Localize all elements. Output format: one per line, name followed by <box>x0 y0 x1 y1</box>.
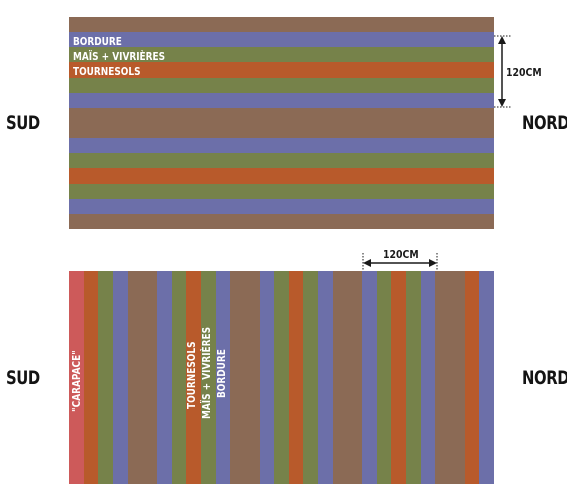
band-bordure <box>362 271 377 484</box>
band-mais <box>201 271 216 484</box>
band-bordure <box>260 271 274 484</box>
dimension-label-bottom: 120CM <box>383 248 419 261</box>
band-bordure <box>69 199 494 214</box>
band-soil <box>435 271 465 484</box>
band-tournesols <box>391 271 406 484</box>
top-label-tournesols: TOURNESOLS <box>73 66 141 78</box>
nord-label-top: NORD <box>522 112 567 134</box>
bottom-field-plan <box>69 271 494 484</box>
band-mais <box>69 184 494 199</box>
sud-label-bottom: SUD <box>6 367 40 389</box>
band-soil <box>69 17 494 32</box>
top-label-mais: MAÏS + VIVRIÈRES <box>73 51 166 63</box>
band-soil <box>128 271 157 484</box>
band-soil <box>69 214 494 229</box>
band-mais <box>274 271 289 484</box>
top-label-bordure: BORDURE <box>73 36 122 48</box>
band-mais <box>303 271 318 484</box>
band-mais <box>69 78 494 93</box>
band-mais <box>69 153 494 168</box>
band-bordure <box>216 271 230 484</box>
band-tournesols <box>186 271 201 484</box>
dimension-label-top: 120CM <box>506 66 542 79</box>
band-soil <box>230 271 260 484</box>
band-bordure <box>421 271 435 484</box>
band-bordure <box>479 271 494 484</box>
band-tournesols <box>289 271 303 484</box>
band-carapace <box>69 271 84 484</box>
dimension-horizontal-bottom <box>362 253 438 270</box>
band-tournesols <box>69 62 494 78</box>
band-mais <box>406 271 421 484</box>
band-bordure <box>318 271 333 484</box>
band-tournesols <box>69 168 494 184</box>
band-bordure <box>69 138 494 153</box>
band-mais <box>69 47 494 62</box>
band-bordure <box>113 271 128 484</box>
band-bordure <box>69 32 494 47</box>
band-soil <box>333 271 362 484</box>
band-mais <box>172 271 186 484</box>
band-tournesols <box>465 271 479 484</box>
nord-label-bottom: NORD <box>522 367 567 389</box>
band-tournesols <box>84 271 98 484</box>
top-field-plan <box>69 17 494 229</box>
band-bordure <box>157 271 172 484</box>
band-soil <box>69 123 494 138</box>
dimension-vertical-top <box>494 35 511 108</box>
band-mais <box>98 271 113 484</box>
band-bordure <box>69 93 494 108</box>
band-soil <box>69 108 494 123</box>
sud-label-top: SUD <box>6 112 40 134</box>
band-mais <box>377 271 391 484</box>
